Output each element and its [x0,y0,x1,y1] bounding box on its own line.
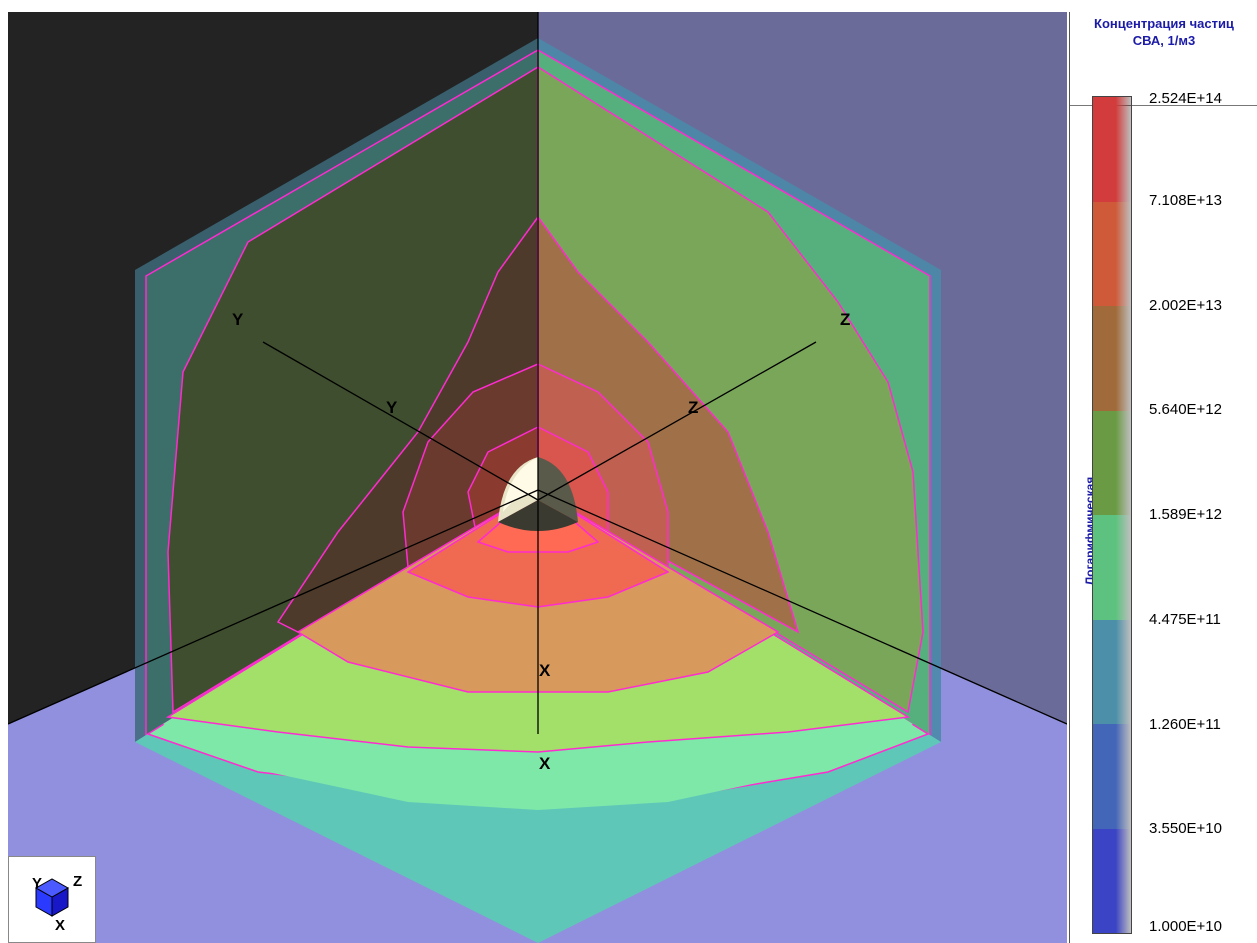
x-axis-label-inner: X [539,661,551,680]
orientation-x-label: X [55,917,66,934]
colorbar-tick-label: 7.108E+13 [1149,191,1222,209]
colorbar-tick-label: 2.524E+14 [1149,90,1222,107]
y-axis-label-outer: Y [232,310,244,329]
colorbar-tick-label: 1.000E+10 [1149,918,1222,935]
colorbar-tick-label: 5.640E+12 [1149,401,1222,419]
scene-canvas[interactable] [8,12,1067,943]
orientation-z-label: Z [73,873,83,890]
color-legend: Концентрация частиц СВА, 1/м3 Логарифмич… [1069,12,1257,943]
z-axis-label-inner: Z [688,398,699,417]
z-axis-label-outer: Z [840,310,851,329]
cube-icon [34,878,70,917]
colorbar [1092,96,1132,934]
colorbar-tick-label: 1.589E+12 [1149,506,1222,523]
colorbar-tick-label: 4.475E+11 [1149,610,1221,628]
colorbar-band [1093,515,1131,620]
colorbar-band [1093,724,1131,829]
y-axis-label-inner: Y [386,398,398,417]
orientation-cube-widget[interactable]: Y Z X [8,856,96,943]
colorbar-band [1093,410,1131,515]
left-face-contours [135,38,539,742]
orientation-y-label: Y [32,875,43,892]
colorbar-band [1093,201,1131,306]
x-axis-label-outer: X [539,754,551,773]
colorbar-band [1093,306,1131,411]
legend-title: Концентрация частиц СВА, 1/м3 [1070,12,1257,106]
right-face-contours [537,38,941,742]
colorbar-band [1093,97,1131,202]
legend-title-line2: СВА, 1/м3 [1132,33,1196,48]
source-sphere [498,457,578,531]
axes-lines [8,12,1067,734]
colorbar-tick-label: 3.550E+10 [1149,820,1222,838]
legend-title-line1: Концентрация частиц [1094,16,1234,31]
colorbar-tick-label: 2.002E+13 [1149,296,1222,314]
3d-viewport[interactable]: Y Y Z Z X X [8,12,1067,943]
colorbar-band [1093,828,1131,933]
colorbar-tick-label: 1.260E+11 [1149,715,1221,733]
colorbar-band [1093,619,1131,724]
